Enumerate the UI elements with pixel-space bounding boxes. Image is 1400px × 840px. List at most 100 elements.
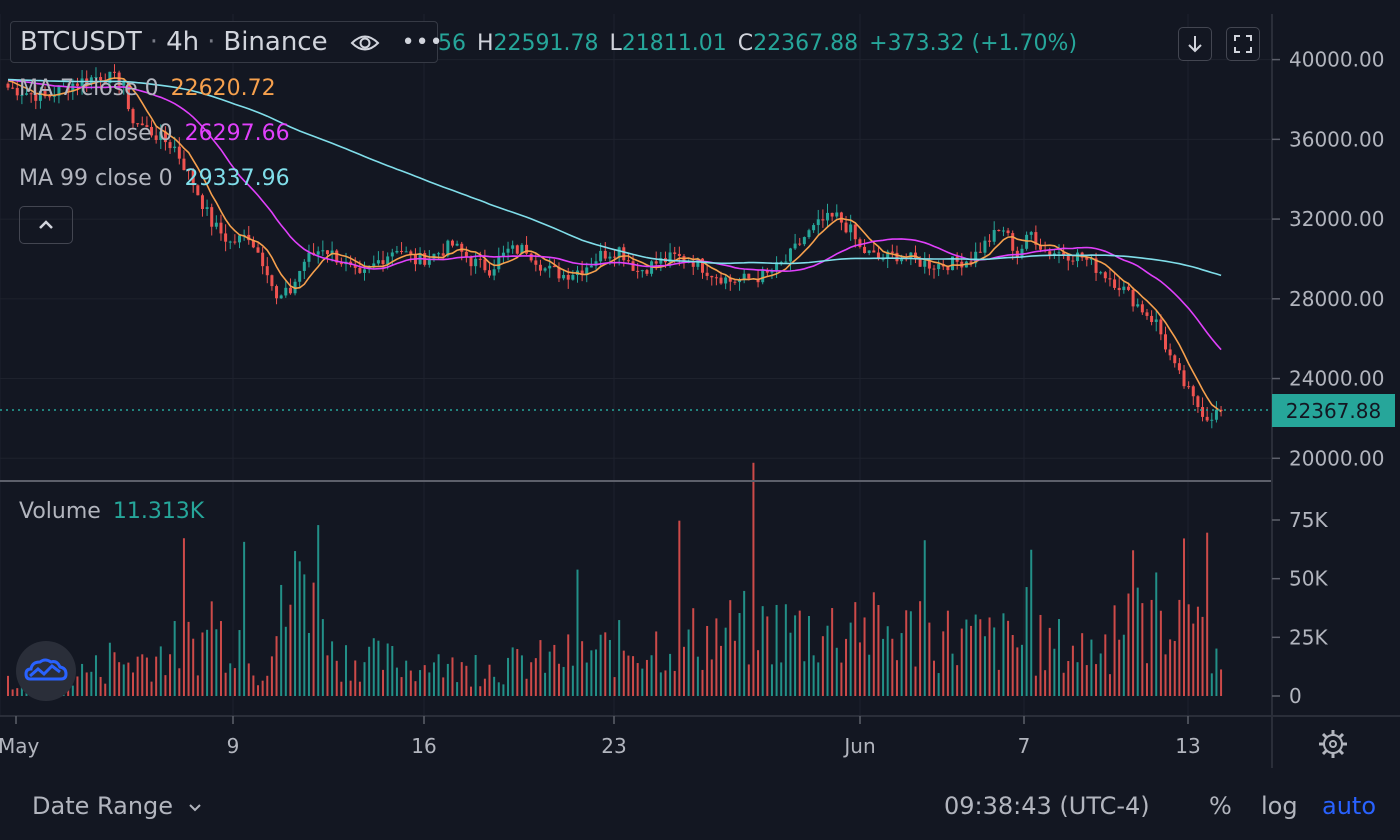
- candle-body: [636, 270, 640, 272]
- candle-body: [29, 93, 33, 95]
- volume-bar: [312, 582, 315, 696]
- clock-timezone[interactable]: 09:38:43 (UTC-4): [944, 792, 1150, 820]
- settings-gear-icon[interactable]: [1319, 730, 1347, 758]
- candle-body: [159, 131, 163, 140]
- candle-body: [705, 272, 709, 276]
- volume-bar: [770, 664, 773, 696]
- volume-bar: [1220, 669, 1223, 696]
- volume-bar: [983, 636, 986, 696]
- time-tick-label: Jun: [842, 734, 875, 758]
- candle-body: [1154, 319, 1158, 322]
- volume-bar: [946, 610, 949, 696]
- candle-body: [1214, 409, 1218, 420]
- volume-value: 11.313K: [112, 499, 205, 524]
- volume-bar: [1039, 614, 1042, 696]
- volume-bar: [1034, 675, 1037, 696]
- log-scale-toggle[interactable]: log: [1261, 792, 1298, 820]
- volume-bar: [405, 660, 408, 696]
- candle-body: [191, 170, 195, 186]
- candle-body: [48, 96, 52, 98]
- candle-body: [1191, 386, 1195, 397]
- volume-bar: [636, 663, 639, 696]
- volume-bar: [692, 608, 695, 696]
- candle-body: [488, 270, 492, 276]
- volume-bar: [1164, 654, 1167, 696]
- interval-label[interactable]: 4h: [166, 27, 200, 57]
- scroll-to-latest-button[interactable]: [1178, 27, 1212, 61]
- auto-scale-toggle[interactable]: auto: [1322, 792, 1377, 820]
- ma-25-legend[interactable]: MA 25 close 0 26297.66: [19, 121, 290, 146]
- candle-body: [75, 83, 79, 86]
- candle-body: [353, 264, 357, 268]
- volume-bar: [1108, 674, 1111, 696]
- candle-body: [1210, 419, 1214, 421]
- candle-body: [1219, 409, 1223, 412]
- more-options-icon[interactable]: •••: [401, 29, 444, 55]
- candle-body: [742, 273, 746, 280]
- volume-bar: [766, 616, 769, 696]
- candle-body: [131, 109, 135, 124]
- volume-bar: [229, 663, 232, 696]
- ma-25-value: 26297.66: [184, 121, 290, 146]
- candle-body: [728, 277, 732, 282]
- candle-body: [187, 170, 191, 172]
- percent-scale-toggle[interactable]: %: [1209, 792, 1232, 820]
- candle-body: [867, 250, 871, 253]
- candle-body: [1113, 279, 1117, 288]
- volume-bar: [303, 574, 306, 696]
- ma-7-legend[interactable]: MA 7 close 0 22620.72: [19, 76, 276, 101]
- volume-bar: [979, 619, 982, 696]
- low-label: L: [609, 31, 622, 56]
- candle-body: [140, 123, 144, 126]
- candle-body: [1173, 355, 1177, 364]
- time-tick-label: 9: [227, 734, 240, 758]
- candle-body: [455, 243, 459, 246]
- volume-bar: [321, 619, 324, 696]
- candle-body: [38, 90, 42, 101]
- symbol-header[interactable]: BTCUSDT · 4h · Binance •••: [10, 21, 443, 63]
- volume-bar: [530, 662, 533, 696]
- tradingview-logo[interactable]: [16, 641, 76, 701]
- candle-body: [34, 93, 38, 101]
- volume-bar: [141, 654, 144, 696]
- ma-25-label: MA 25 close 0: [19, 121, 173, 146]
- candle-body: [821, 219, 825, 221]
- volume-bars: [7, 462, 1223, 696]
- candle-body: [1006, 230, 1010, 234]
- eye-icon[interactable]: [350, 31, 380, 53]
- chevron-down-icon: [188, 804, 201, 812]
- candle-body: [1122, 286, 1126, 291]
- collapse-legend-button[interactable]: [19, 206, 73, 244]
- volume-bar: [206, 629, 209, 696]
- candle-body: [890, 251, 894, 253]
- time-tick-label: 16: [411, 734, 436, 758]
- volume-bar: [284, 626, 287, 696]
- candle-body: [427, 258, 431, 265]
- candle-body: [816, 219, 820, 226]
- volume-bar: [817, 662, 820, 696]
- candle-body: [886, 251, 890, 259]
- candle-body: [173, 146, 177, 149]
- volume-bar: [562, 666, 565, 696]
- volume-bar: [479, 686, 482, 696]
- ma-99-legend[interactable]: MA 99 close 0 29337.96: [19, 166, 290, 191]
- volume-bar: [344, 645, 347, 696]
- candle-body: [11, 87, 15, 89]
- volume-legend[interactable]: Volume 11.313K: [19, 499, 204, 524]
- candle-body: [946, 266, 950, 271]
- volume-bar: [900, 633, 903, 696]
- candle-body: [784, 261, 788, 263]
- candle-body: [270, 275, 274, 287]
- volume-bar: [511, 647, 514, 696]
- volume-bar: [451, 657, 454, 696]
- fullscreen-button[interactable]: [1226, 27, 1260, 61]
- volume-bar: [76, 676, 79, 696]
- candle-body: [997, 230, 1001, 232]
- candle-body: [807, 230, 811, 238]
- date-range-menu[interactable]: Date Range: [32, 792, 203, 820]
- candle-body: [219, 222, 223, 234]
- candle-body: [335, 250, 339, 263]
- symbol-name[interactable]: BTCUSDT: [20, 27, 142, 57]
- candle-body: [154, 135, 158, 140]
- candle-body: [288, 287, 292, 294]
